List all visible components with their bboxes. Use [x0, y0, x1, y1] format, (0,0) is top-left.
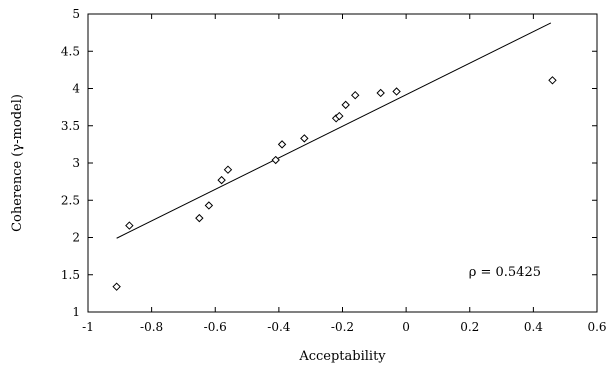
x-tick-label: -0.8	[140, 320, 163, 334]
correlation-annotation: ρ = 0.5425	[469, 265, 541, 280]
data-point	[204, 201, 214, 210]
data-point	[392, 87, 401, 96]
y-tick-label: 2.5	[61, 193, 80, 207]
data-points	[112, 76, 557, 291]
regression-line	[116, 22, 552, 239]
y-tick-label: 1.5	[61, 268, 80, 282]
data-point	[548, 76, 557, 85]
x-tick-label: -1	[82, 320, 94, 334]
data-point	[125, 221, 134, 230]
x-tick-label: 0.2	[460, 320, 479, 334]
y-tick-label: 5	[72, 7, 80, 21]
x-tick-label: 0.6	[587, 320, 606, 334]
axis-ticks	[87, 13, 598, 313]
y-tick-label: 4	[72, 82, 80, 96]
data-point	[217, 175, 226, 185]
data-point	[195, 213, 204, 223]
x-tick-label: -0.4	[267, 320, 291, 334]
x-tick-label: 0	[402, 320, 410, 334]
y-tick-label: 3.5	[61, 119, 80, 133]
y-tick-label: 2	[72, 231, 80, 245]
axis-tick-labels: -1 -0.8 -0.6 -0.4 -0.2 0 0.2 0.4 0.6 1 1.5 2 2.5 3 3.5…	[61, 7, 607, 334]
data-point	[223, 165, 233, 174]
x-tick-label: -0.6	[204, 320, 227, 334]
data-point	[300, 134, 309, 143]
data-point	[271, 155, 280, 165]
y-tick-label: 3	[72, 156, 80, 170]
x-tick-label: -0.2	[331, 320, 354, 334]
y-tick-label: 4.5	[61, 44, 80, 58]
data-point	[335, 111, 344, 121]
data-point	[376, 88, 385, 98]
data-point	[351, 90, 360, 100]
x-axis-title: Acceptability	[298, 349, 386, 364]
y-axis-title: Coherence (γ-model)	[10, 94, 25, 232]
y-tick-label: 1	[72, 305, 80, 319]
data-point	[277, 140, 287, 149]
data-point	[112, 282, 121, 291]
x-tick-label: 0.4	[524, 320, 543, 334]
data-point	[341, 100, 350, 110]
